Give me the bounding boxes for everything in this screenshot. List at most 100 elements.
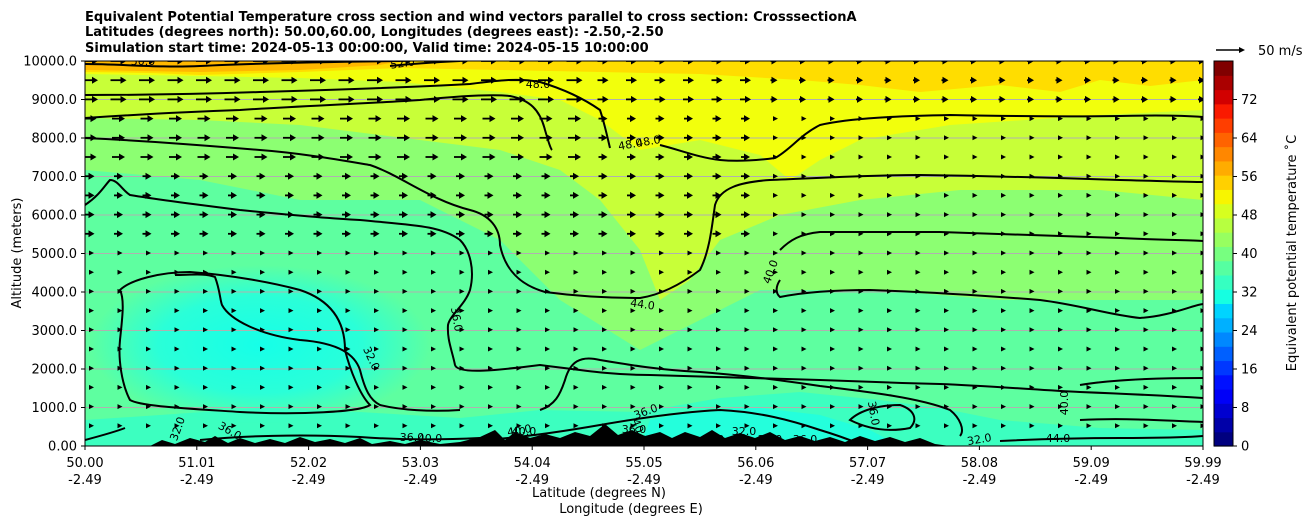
wind-vector — [744, 288, 750, 294]
wind-vector — [716, 308, 721, 314]
wind-vector — [288, 423, 294, 429]
wind-vector-head — [715, 230, 722, 238]
wind-vector — [1086, 423, 1092, 429]
wind-vector-head — [631, 95, 637, 103]
wind-vector — [146, 288, 151, 294]
wind-vector — [1200, 192, 1203, 198]
wind-vector — [260, 384, 265, 390]
wind-vector — [858, 192, 864, 198]
wind-vector-head — [375, 134, 382, 142]
wind-vector — [1058, 346, 1063, 352]
wind-vector — [488, 308, 493, 314]
wind-vector-head — [688, 61, 694, 65]
wind-vector — [887, 173, 892, 179]
wind-vector-head — [231, 230, 237, 238]
wind-vector-head — [602, 76, 609, 84]
wind-vector-head — [999, 76, 1006, 84]
field-band-turquoise-low — [85, 392, 1203, 446]
wind-vector — [602, 269, 607, 275]
wind-vector — [459, 250, 465, 256]
wind-vector-head — [659, 61, 666, 65]
wind-vector — [830, 327, 835, 333]
wind-vector-head — [1113, 76, 1120, 84]
wind-vector — [174, 384, 180, 390]
x-tick-label-lat: 56.06 — [737, 456, 774, 471]
contour-label: 44.0 — [1046, 432, 1071, 445]
wind-vector-head — [405, 95, 412, 103]
colorbar-segment — [1214, 75, 1233, 91]
wind-vector — [117, 250, 123, 256]
contour-label: 44.0 — [629, 296, 655, 312]
wind-vector-head — [347, 115, 353, 123]
wind-vector-head — [288, 230, 294, 238]
wind-vector-head — [744, 172, 750, 180]
wind-vector-head — [658, 134, 665, 142]
wind-vectors — [85, 61, 1203, 429]
wind-vector — [972, 346, 978, 352]
wind-vector — [830, 423, 835, 429]
wind-vector-head — [1056, 76, 1063, 84]
wind-vector — [1115, 327, 1120, 333]
wind-vector-head — [316, 211, 323, 219]
wind-vector — [488, 269, 493, 275]
wind-vector — [146, 346, 151, 352]
wind-vector-head — [687, 115, 693, 123]
wind-vector — [773, 231, 778, 237]
wind-vector — [545, 365, 550, 371]
wind-vector-head — [117, 172, 123, 180]
wind-vector-head — [1113, 61, 1120, 65]
wind-vector-head — [548, 76, 554, 84]
wind-vector — [630, 288, 636, 294]
wind-vector — [1029, 269, 1035, 275]
wind-vector — [801, 423, 807, 429]
wind-vector — [1115, 231, 1120, 237]
wind-vector — [1172, 288, 1177, 294]
wind-vector — [516, 346, 522, 352]
wind-vector-head — [487, 172, 494, 180]
x-axis-label: Latitude (degrees N) — [532, 486, 666, 501]
wind-vector-head — [744, 134, 750, 142]
y-tick-label: 9000.0 — [32, 93, 78, 108]
wind-vector-head — [1028, 61, 1034, 65]
wind-vector — [260, 269, 265, 275]
wind-vector — [1172, 269, 1177, 275]
y-tick-label: 2000.0 — [32, 363, 78, 378]
wind-vector — [545, 269, 550, 275]
wind-vector-head — [263, 61, 269, 65]
wind-vector — [288, 365, 294, 371]
wind-vector — [573, 423, 579, 429]
wind-vector — [1143, 308, 1149, 314]
wind-vector — [146, 384, 151, 390]
wind-vector-head — [459, 172, 465, 180]
wind-vector — [1115, 116, 1120, 122]
wind-vector — [830, 212, 835, 218]
contour-line-40-mid — [775, 279, 1203, 320]
wind-vector-head — [88, 230, 95, 238]
wind-vector — [573, 288, 579, 294]
wind-vector — [1001, 135, 1006, 141]
x-tick-label-lat: 59.09 — [1073, 456, 1110, 471]
contour-line-36-bottom-left — [85, 427, 126, 441]
wind-vector — [687, 288, 693, 294]
wind-vector — [402, 423, 408, 429]
wind-vector — [1200, 212, 1203, 218]
wind-vector — [431, 308, 436, 314]
wind-vector-head — [1142, 76, 1148, 84]
wind-vector-head — [548, 95, 554, 103]
y-tick-label: 8000.0 — [32, 132, 78, 147]
wind-vector — [1086, 154, 1092, 160]
wind-vector — [146, 327, 151, 333]
colorbar-segment — [1214, 260, 1233, 276]
wind-vector-head — [914, 76, 920, 84]
wind-vector — [459, 365, 465, 371]
wind-vector — [459, 423, 465, 429]
wind-vector — [915, 288, 921, 294]
wind-vector-head — [744, 153, 750, 161]
wind-vector — [203, 346, 208, 352]
wind-vector-head — [658, 172, 665, 180]
wind-vector — [944, 231, 949, 237]
wind-vector — [488, 365, 493, 371]
wind-vector — [1029, 346, 1035, 352]
contour-line-48-upper — [85, 78, 611, 149]
wind-vector — [972, 308, 978, 314]
